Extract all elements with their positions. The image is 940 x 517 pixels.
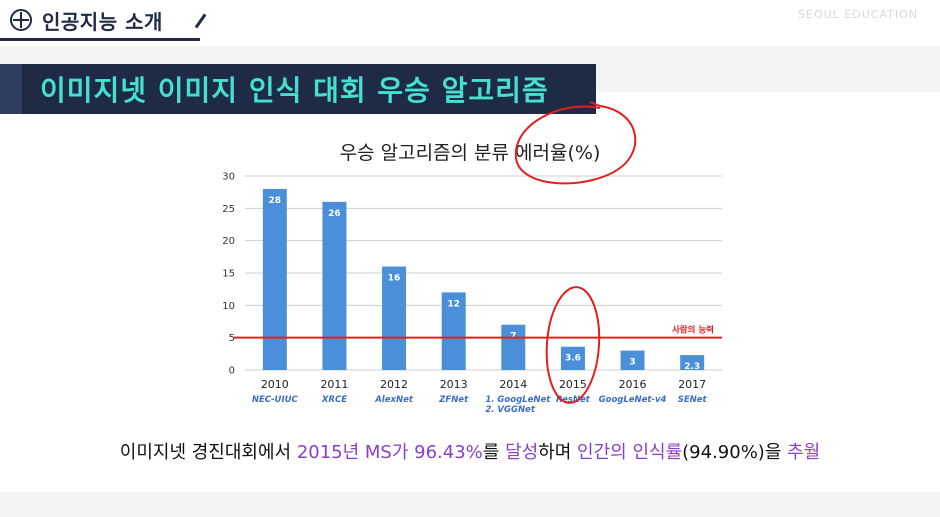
algorithm-label: ZFNet [438,395,469,405]
bar-2014 [501,324,526,370]
watermark: SEOUL EDUCATION [798,8,918,21]
crosshair-icon [10,9,32,31]
caption-text: (94.90%)을 [682,442,788,463]
section-tab: 인공지능 소개 [0,0,210,40]
y-tick-label: 25 [222,204,235,215]
algorithm-label: GoogLeNet-v4 [599,395,667,405]
bar-2012 [382,266,407,370]
handdrawn-circle-resnet [545,286,601,404]
bar-value-label: 3.6 [565,354,581,364]
tab-underline [0,38,200,41]
algorithm-label: 2. VGGNet [485,405,536,415]
x-tick-label: 2014 [499,378,527,391]
y-tick-label: 15 [222,269,235,280]
bar-2010 [262,188,287,370]
title-band: 이미지넷 이미지 인식 대회 우승 알고리즘 [0,64,596,114]
algorithm-label: XRCE [321,395,347,405]
bar-2017 [680,355,705,370]
chart-title: 우승 알고리즘의 분류 에러율(%) [339,142,601,164]
algorithm-label: AlexNet [374,395,414,405]
x-tick-label: 2012 [380,378,408,391]
caption-text: 를 [482,442,506,463]
y-tick-label: 30 [222,172,235,183]
bar-2015 [560,346,585,370]
handdrawn-circle-title [514,101,637,185]
caption-highlight: 인간의 인식률 [577,442,683,463]
x-tick-label: 2011 [320,378,348,391]
bar-value-label: 12 [447,299,460,309]
y-tick-label: 5 [229,333,235,344]
slide-title: 이미지넷 이미지 인식 대회 우승 알고리즘 [40,74,549,107]
caption: 이미지넷 경진대회에서 2015년 MS가 96.43%를 달성하며 인간의 인… [0,438,940,464]
caption-highlight: 달성 [505,442,539,463]
algorithm-label: ResNet [556,395,591,405]
slide-body [0,92,940,492]
bar-2013 [441,292,466,370]
y-tick-label: 20 [222,236,235,247]
x-tick-label: 2015 [559,378,587,391]
caption-text: 하며 [538,442,578,463]
bar-value-label: 3 [629,358,635,368]
caption-highlight: 추월 [787,442,821,463]
caption-text: 이미지넷 경진대회에서 [119,442,297,463]
section-title: 인공지능 소개 [42,9,163,34]
bar-2016 [620,350,645,370]
y-tick-label: 0 [229,366,235,377]
y-tick-label: 10 [222,301,235,312]
bar-value-label: 16 [388,274,401,284]
x-tick-label: 2010 [261,378,289,391]
algorithm-label: NEC-UIUC [252,395,299,405]
bar-value-label: 28 [269,196,282,206]
algorithm-label: SENet [678,395,708,405]
x-tick-label: 2013 [440,378,468,391]
algorithm-label: 1. GoogLeNet [485,395,551,405]
caption-highlight: 2015년 MS가 96.43% [296,442,483,463]
bar-value-label: 26 [328,209,341,219]
title-accent [0,64,22,114]
x-tick-label: 2017 [678,378,706,391]
bar-2011 [322,201,347,370]
bar-value-label: 2.3 [684,362,700,372]
x-tick-label: 2016 [619,378,647,391]
human-performance-label: 사람의 능력 [672,325,714,336]
